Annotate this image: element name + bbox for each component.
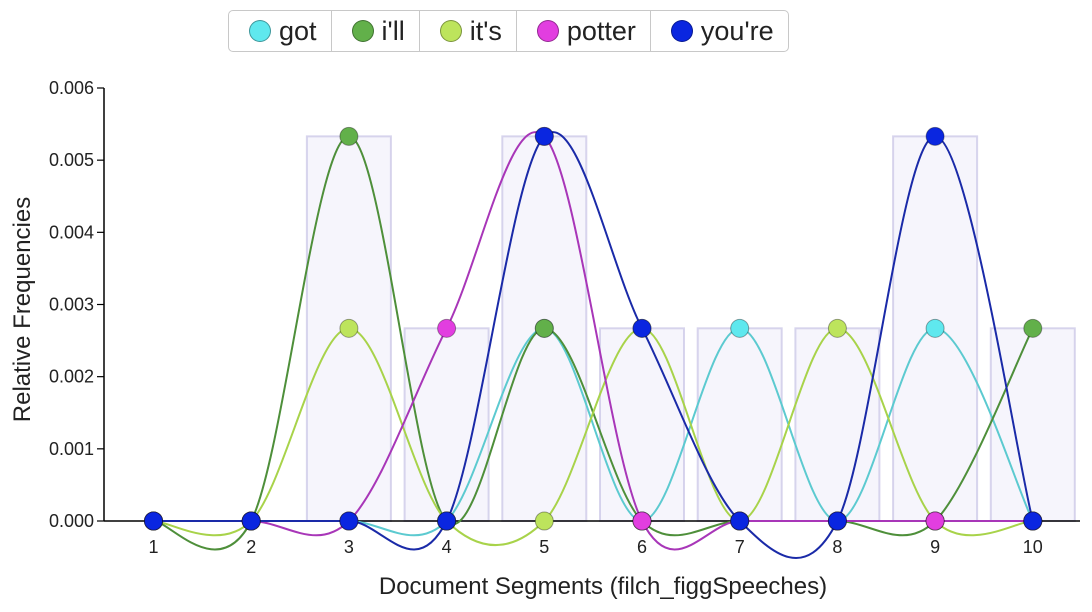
series-points <box>144 126 1043 531</box>
legend-swatch-ill <box>351 20 374 42</box>
series-line <box>153 327 1033 547</box>
legend-swatch-potter <box>536 20 559 42</box>
legend-label: potter <box>566 15 636 46</box>
legend-label: got <box>279 15 317 46</box>
y-tick-label: 0.004 <box>49 222 94 242</box>
data-point <box>339 126 359 146</box>
background-bars <box>305 135 1076 523</box>
x-tick-label: 10 <box>1023 537 1043 557</box>
data-point <box>241 511 261 531</box>
x-tick-label: 8 <box>832 537 842 557</box>
x-tick-label: 3 <box>344 537 354 557</box>
y-axis-title: Relative Frequencies <box>9 197 36 422</box>
legend-swatch-its <box>439 20 462 42</box>
data-point <box>632 318 652 338</box>
data-point <box>534 126 554 146</box>
legend: got i'll it's potter you're <box>228 10 789 52</box>
legend-swatch-got <box>249 20 271 42</box>
x-tick-label: 1 <box>148 537 158 557</box>
data-point <box>1023 511 1043 531</box>
data-point <box>827 511 847 531</box>
series-line <box>153 135 1034 551</box>
legend-label: i'll <box>381 15 405 46</box>
background-bar <box>599 327 685 522</box>
data-point <box>144 511 163 531</box>
data-point <box>1023 318 1043 338</box>
y-tick-label: 0.005 <box>49 150 94 170</box>
data-point <box>534 318 554 338</box>
legend-item-potter[interactable]: potter <box>517 11 651 51</box>
data-point <box>632 511 652 531</box>
legend-item-got[interactable]: got <box>229 11 332 51</box>
data-point <box>339 511 359 531</box>
data-point <box>339 318 359 338</box>
data-point <box>730 318 750 338</box>
legend-swatch-youre <box>670 20 693 42</box>
legend-item-its[interactable]: it's <box>420 11 517 51</box>
data-point <box>437 318 457 338</box>
x-axis-title: Document Segments (filch_figgSpeeches) <box>379 573 827 600</box>
background-bar <box>696 327 783 522</box>
x-tick-label: 5 <box>539 537 549 557</box>
legend-item-youre[interactable]: you're <box>651 11 788 51</box>
y-tick-label: 0.003 <box>49 295 94 315</box>
x-tick-label: 9 <box>930 537 940 557</box>
y-tick-label: 0.006 <box>49 78 94 98</box>
y-tick-label: 0.002 <box>49 367 94 387</box>
data-point <box>730 511 750 531</box>
y-tick-label: 0.000 <box>49 511 94 531</box>
legend-label: it's <box>469 15 502 46</box>
x-tick-label: 7 <box>735 537 745 557</box>
data-point <box>827 318 847 338</box>
legend-item-ill[interactable]: i'll <box>332 11 420 51</box>
data-point <box>925 511 945 531</box>
data-point <box>534 511 554 531</box>
background-bar <box>989 327 1076 522</box>
data-point <box>925 126 945 146</box>
x-tick-label: 6 <box>637 537 647 557</box>
series-line <box>153 131 1034 559</box>
x-tick-label: 4 <box>442 537 452 557</box>
legend-label: you're <box>700 15 774 46</box>
data-point <box>437 511 457 531</box>
data-point <box>925 318 945 338</box>
x-tick-label: 2 <box>246 537 256 557</box>
y-tick-label: 0.001 <box>49 439 94 459</box>
background-bar <box>794 327 881 522</box>
